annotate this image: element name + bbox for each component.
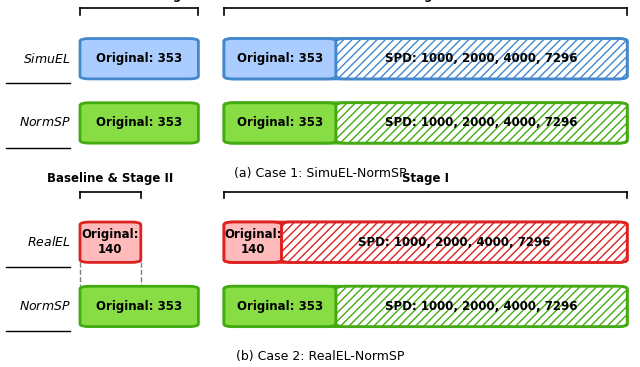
Text: $\mathit{RealEL}$: $\mathit{RealEL}$ [27, 235, 70, 249]
FancyBboxPatch shape [80, 103, 198, 143]
Text: Original: 353: Original: 353 [96, 300, 182, 313]
Text: (b) Case 2: RealEL-NormSP: (b) Case 2: RealEL-NormSP [236, 350, 404, 363]
Text: Original: 353: Original: 353 [237, 52, 323, 65]
Text: Original: 353: Original: 353 [96, 116, 182, 130]
FancyBboxPatch shape [224, 222, 627, 262]
Text: Original: 353: Original: 353 [96, 52, 182, 65]
Text: SPD: 1000, 2000, 4000, 7296: SPD: 1000, 2000, 4000, 7296 [385, 52, 578, 65]
Text: Original: 353: Original: 353 [237, 116, 323, 130]
Text: Baseline & Stage II: Baseline & Stage II [47, 172, 173, 185]
Text: Original:
140: Original: 140 [224, 228, 282, 256]
FancyBboxPatch shape [336, 103, 627, 143]
Text: Stage I: Stage I [402, 0, 449, 2]
FancyBboxPatch shape [224, 222, 282, 262]
FancyBboxPatch shape [80, 222, 141, 262]
FancyBboxPatch shape [80, 286, 198, 327]
FancyBboxPatch shape [336, 39, 627, 79]
Text: (a) Case 1: SimuEL-NormSP: (a) Case 1: SimuEL-NormSP [234, 167, 406, 180]
Text: $\mathit{NormSP}$: $\mathit{NormSP}$ [19, 300, 70, 313]
FancyBboxPatch shape [224, 286, 627, 327]
FancyBboxPatch shape [282, 222, 627, 262]
FancyBboxPatch shape [224, 103, 336, 143]
Text: $\mathit{NormSP}$: $\mathit{NormSP}$ [19, 116, 70, 130]
FancyBboxPatch shape [224, 103, 627, 143]
Text: Original:
140: Original: 140 [82, 228, 139, 256]
FancyBboxPatch shape [80, 39, 198, 79]
FancyBboxPatch shape [224, 39, 627, 79]
Text: $\mathit{SimuEL}$: $\mathit{SimuEL}$ [23, 52, 70, 66]
Text: Baseline & Stage II: Baseline & Stage II [76, 0, 202, 2]
Text: SPD: 1000, 2000, 4000, 7296: SPD: 1000, 2000, 4000, 7296 [385, 300, 578, 313]
Text: SPD: 1000, 2000, 4000, 7296: SPD: 1000, 2000, 4000, 7296 [358, 236, 550, 249]
FancyBboxPatch shape [224, 286, 336, 327]
Text: Original: 353: Original: 353 [237, 300, 323, 313]
Text: Stage I: Stage I [402, 172, 449, 185]
FancyBboxPatch shape [224, 39, 336, 79]
Text: SPD: 1000, 2000, 4000, 7296: SPD: 1000, 2000, 4000, 7296 [385, 116, 578, 130]
FancyBboxPatch shape [336, 286, 627, 327]
